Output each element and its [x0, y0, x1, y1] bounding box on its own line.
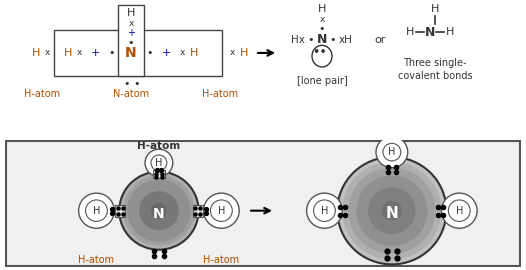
Text: H: H	[431, 4, 439, 14]
Text: •: •	[147, 48, 153, 58]
Text: covalent bonds: covalent bonds	[398, 70, 472, 81]
Text: Hx: Hx	[291, 35, 305, 45]
Bar	[193, 205, 203, 217]
Text: H: H	[446, 27, 454, 38]
Text: H: H	[406, 27, 414, 38]
Text: H-atom: H-atom	[202, 89, 238, 99]
Text: N: N	[153, 207, 165, 221]
Text: •: •	[319, 24, 325, 34]
Text: x: x	[128, 19, 134, 28]
Circle shape	[356, 176, 428, 246]
Circle shape	[448, 200, 470, 221]
Text: H-atom: H-atom	[137, 141, 180, 151]
Text: N: N	[317, 33, 327, 46]
Text: N: N	[425, 26, 435, 39]
Circle shape	[145, 149, 173, 177]
Bar	[153, 170, 165, 178]
Text: x: x	[229, 48, 235, 58]
Circle shape	[210, 200, 232, 221]
Text: H-atom: H-atom	[78, 255, 115, 265]
Text: •: •	[330, 35, 336, 45]
Text: •: •	[109, 48, 115, 58]
Circle shape	[123, 176, 195, 246]
Text: ••: ••	[311, 46, 326, 59]
Bar	[118, 5, 144, 76]
Circle shape	[151, 203, 167, 218]
Circle shape	[86, 200, 107, 221]
Circle shape	[342, 162, 441, 259]
Text: •: •	[124, 79, 130, 89]
Text: H: H	[240, 48, 248, 58]
Circle shape	[119, 172, 199, 250]
Circle shape	[139, 191, 179, 230]
Circle shape	[376, 137, 408, 168]
Text: N: N	[125, 46, 137, 60]
Text: H: H	[388, 147, 396, 157]
Text: or: or	[375, 35, 386, 45]
Circle shape	[441, 193, 477, 228]
Text: H: H	[218, 206, 225, 216]
Text: H: H	[456, 206, 463, 216]
Text: H: H	[321, 206, 328, 216]
Bar	[54, 30, 222, 76]
Text: N: N	[386, 206, 398, 221]
Circle shape	[151, 155, 167, 171]
Text: H: H	[190, 48, 198, 58]
Text: +: +	[161, 48, 171, 58]
Text: H-atom: H-atom	[24, 89, 60, 99]
Text: H: H	[155, 158, 163, 168]
Circle shape	[127, 180, 190, 242]
Text: x: x	[44, 48, 49, 58]
Text: N-atom: N-atom	[113, 89, 149, 99]
Circle shape	[337, 157, 447, 264]
Circle shape	[307, 193, 342, 228]
Text: [lone pair]: [lone pair]	[297, 76, 347, 86]
Circle shape	[368, 187, 416, 234]
Circle shape	[382, 201, 402, 220]
Text: +: +	[90, 48, 100, 58]
Text: x: x	[179, 48, 185, 58]
Text: •: •	[308, 35, 314, 45]
Text: H: H	[93, 206, 100, 216]
Circle shape	[204, 193, 239, 228]
Text: H: H	[318, 4, 326, 14]
Circle shape	[78, 193, 114, 228]
Text: +: +	[127, 28, 135, 39]
Circle shape	[383, 143, 401, 161]
Text: x: x	[76, 48, 82, 58]
Text: Three single-: Three single-	[403, 58, 467, 68]
Text: •: •	[134, 79, 140, 89]
Text: •: •	[128, 38, 134, 48]
Text: H: H	[127, 8, 135, 18]
Text: H: H	[64, 48, 72, 58]
Text: H-atom: H-atom	[204, 255, 239, 265]
Circle shape	[348, 168, 436, 254]
Text: H: H	[32, 48, 40, 58]
Text: xH: xH	[339, 35, 353, 45]
Circle shape	[313, 200, 336, 221]
Bar	[115, 205, 125, 217]
Text: x: x	[319, 15, 325, 24]
